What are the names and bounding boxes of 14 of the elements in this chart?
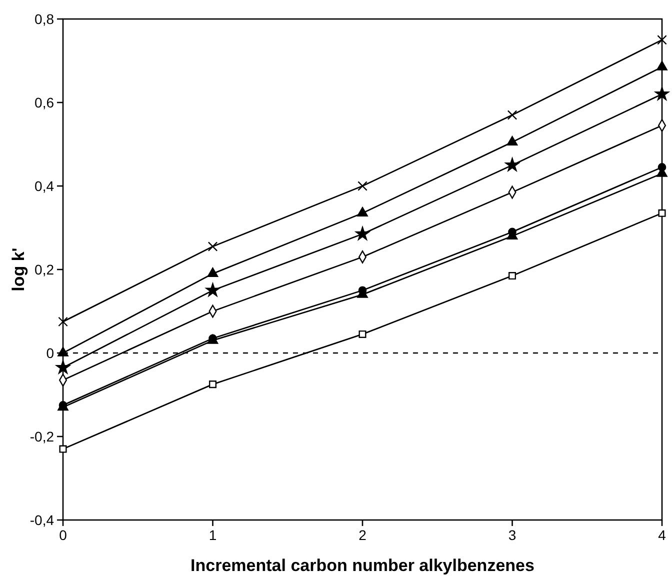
y-tick-label: 0,6 [34,94,54,110]
x-tick-label: 3 [508,527,516,543]
x-tick-label: 1 [208,527,217,543]
x-tick-label: 2 [358,527,367,543]
x-axis-title: Incremental carbon number alkylbenzenes [190,556,534,575]
x-tick-label: 4 [658,527,666,543]
y-tick-label: 0,8 [34,10,54,27]
x-tick-label: 0 [59,527,68,543]
y-tick-label: -0,2 [30,428,54,444]
y-tick-label: 0,2 [34,261,54,278]
y-tick-label: -0,4 [30,512,54,528]
y-tick-label: 0,4 [34,178,54,194]
y-axis-title: log k' [9,248,28,292]
y-tick-label: 0 [46,344,54,361]
